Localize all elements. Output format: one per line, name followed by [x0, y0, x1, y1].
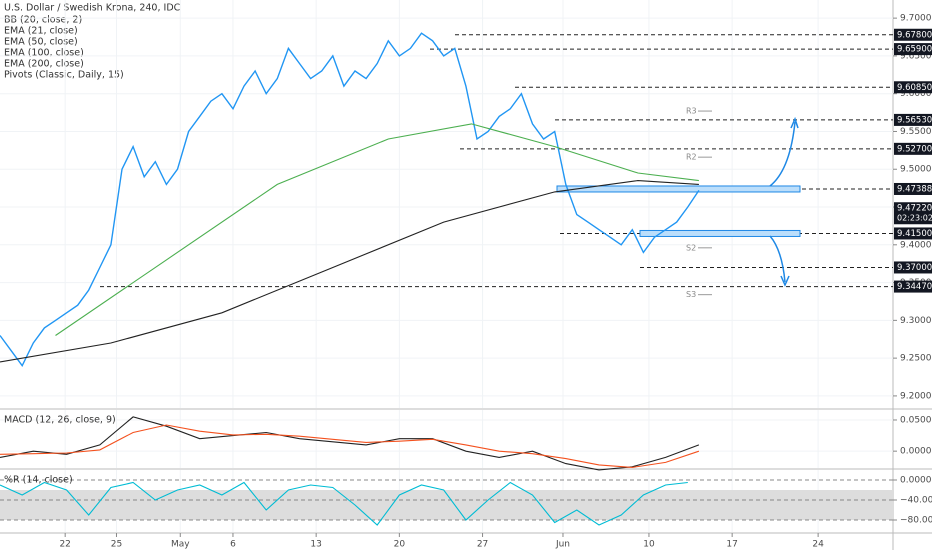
- price-label: 9.47388: [897, 184, 932, 194]
- x-tick-label: 13: [310, 540, 321, 550]
- price-label: 9.65900: [897, 45, 932, 55]
- price-label-bg: [894, 142, 932, 155]
- y-tick-label: 9.65000: [900, 51, 932, 61]
- y-tick-label: −80.0000: [900, 516, 932, 526]
- pivot-label: R3: [686, 107, 697, 116]
- legend: U.S. Dollar / Swedish Krona, 240, IDCBB …: [4, 3, 181, 81]
- pane-title: %R (14, close): [4, 475, 73, 486]
- y-tick-label: 9.50000: [900, 165, 932, 175]
- series-line: [0, 32, 700, 368]
- x-tick-label: May: [171, 540, 190, 550]
- x-tick-label: 22: [59, 540, 70, 550]
- pane-title: MACD (12, 26, close, 9): [4, 415, 116, 426]
- y-tick-label: 0.0000: [900, 476, 932, 486]
- x-tick-label: 10: [643, 540, 655, 550]
- arrow: [769, 121, 796, 187]
- chart-title: U.S. Dollar / Swedish Krona, 240, IDC: [4, 3, 181, 14]
- price-label-bg: [894, 28, 932, 41]
- y-tick-label: 9.30000: [900, 316, 932, 326]
- arrow-head: [780, 275, 790, 287]
- price-label: 9.67800: [897, 30, 932, 40]
- countdown: 02:23:02: [897, 214, 932, 223]
- x-tick-label: 20: [394, 540, 406, 550]
- x-tick-label: Jun: [555, 540, 570, 550]
- pivot-label: S2: [686, 243, 696, 252]
- y-tick-label: 9.40000: [900, 240, 932, 250]
- last-price-bg: [894, 202, 932, 225]
- price-label-bg: [894, 227, 932, 240]
- y-tick-label: 9.70000: [900, 14, 932, 24]
- price-label-bg: [894, 261, 932, 274]
- x-tick-label: 6: [230, 540, 236, 550]
- y-tick-label: −40.0000: [900, 496, 932, 506]
- y-tick-label: 9.20000: [900, 391, 932, 401]
- price-label-bg: [894, 43, 932, 56]
- indicator-label: BB (20, close, 2): [4, 15, 82, 26]
- pivot-label: S3: [686, 290, 696, 299]
- indicator-label: Pivots (Classic, Daily, 15): [4, 70, 124, 81]
- indicator-label: EMA (200, close): [4, 59, 84, 70]
- series-line: [0, 481, 688, 526]
- y-tick-label: 9.60000: [900, 89, 932, 99]
- x-tick-label: 24: [812, 540, 824, 550]
- price-label: 9.41500: [897, 229, 932, 239]
- price-label: 9.60850: [897, 83, 932, 93]
- indicator-label: EMA (100, close): [4, 48, 84, 59]
- series-line: [55, 123, 699, 336]
- price-label: 9.37000: [897, 263, 932, 273]
- x-tick-label: 27: [477, 540, 488, 550]
- arrow: [769, 235, 786, 283]
- price-label-bg: [894, 81, 932, 94]
- price-label: 9.56530: [897, 115, 932, 125]
- price-label: 9.52700: [897, 144, 932, 154]
- price-label-bg: [894, 182, 932, 195]
- last-price: 9.47220: [897, 204, 932, 214]
- zone-box: [639, 229, 801, 237]
- zone-box: [556, 185, 801, 193]
- arrow-head: [790, 116, 799, 129]
- price-label: 9.34470: [897, 282, 932, 292]
- x-tick-label: 25: [111, 540, 122, 550]
- series-line: [0, 424, 700, 468]
- y-tick-label: 9.55000: [900, 127, 932, 137]
- series-line: [0, 180, 699, 363]
- y-tick-label: 9.25000: [900, 354, 932, 364]
- indicator-label: EMA (21, close): [4, 26, 78, 37]
- x-tick-label: 17: [726, 540, 737, 550]
- pivot-label: R2: [686, 153, 697, 162]
- price-label-bg: [894, 280, 932, 293]
- indicator-label: EMA (50, close): [4, 37, 78, 48]
- price-label-bg: [894, 113, 932, 126]
- series-line: [0, 416, 700, 471]
- y-tick-label: 0.0500: [900, 415, 932, 425]
- y-tick-label: 0.0000: [900, 447, 932, 457]
